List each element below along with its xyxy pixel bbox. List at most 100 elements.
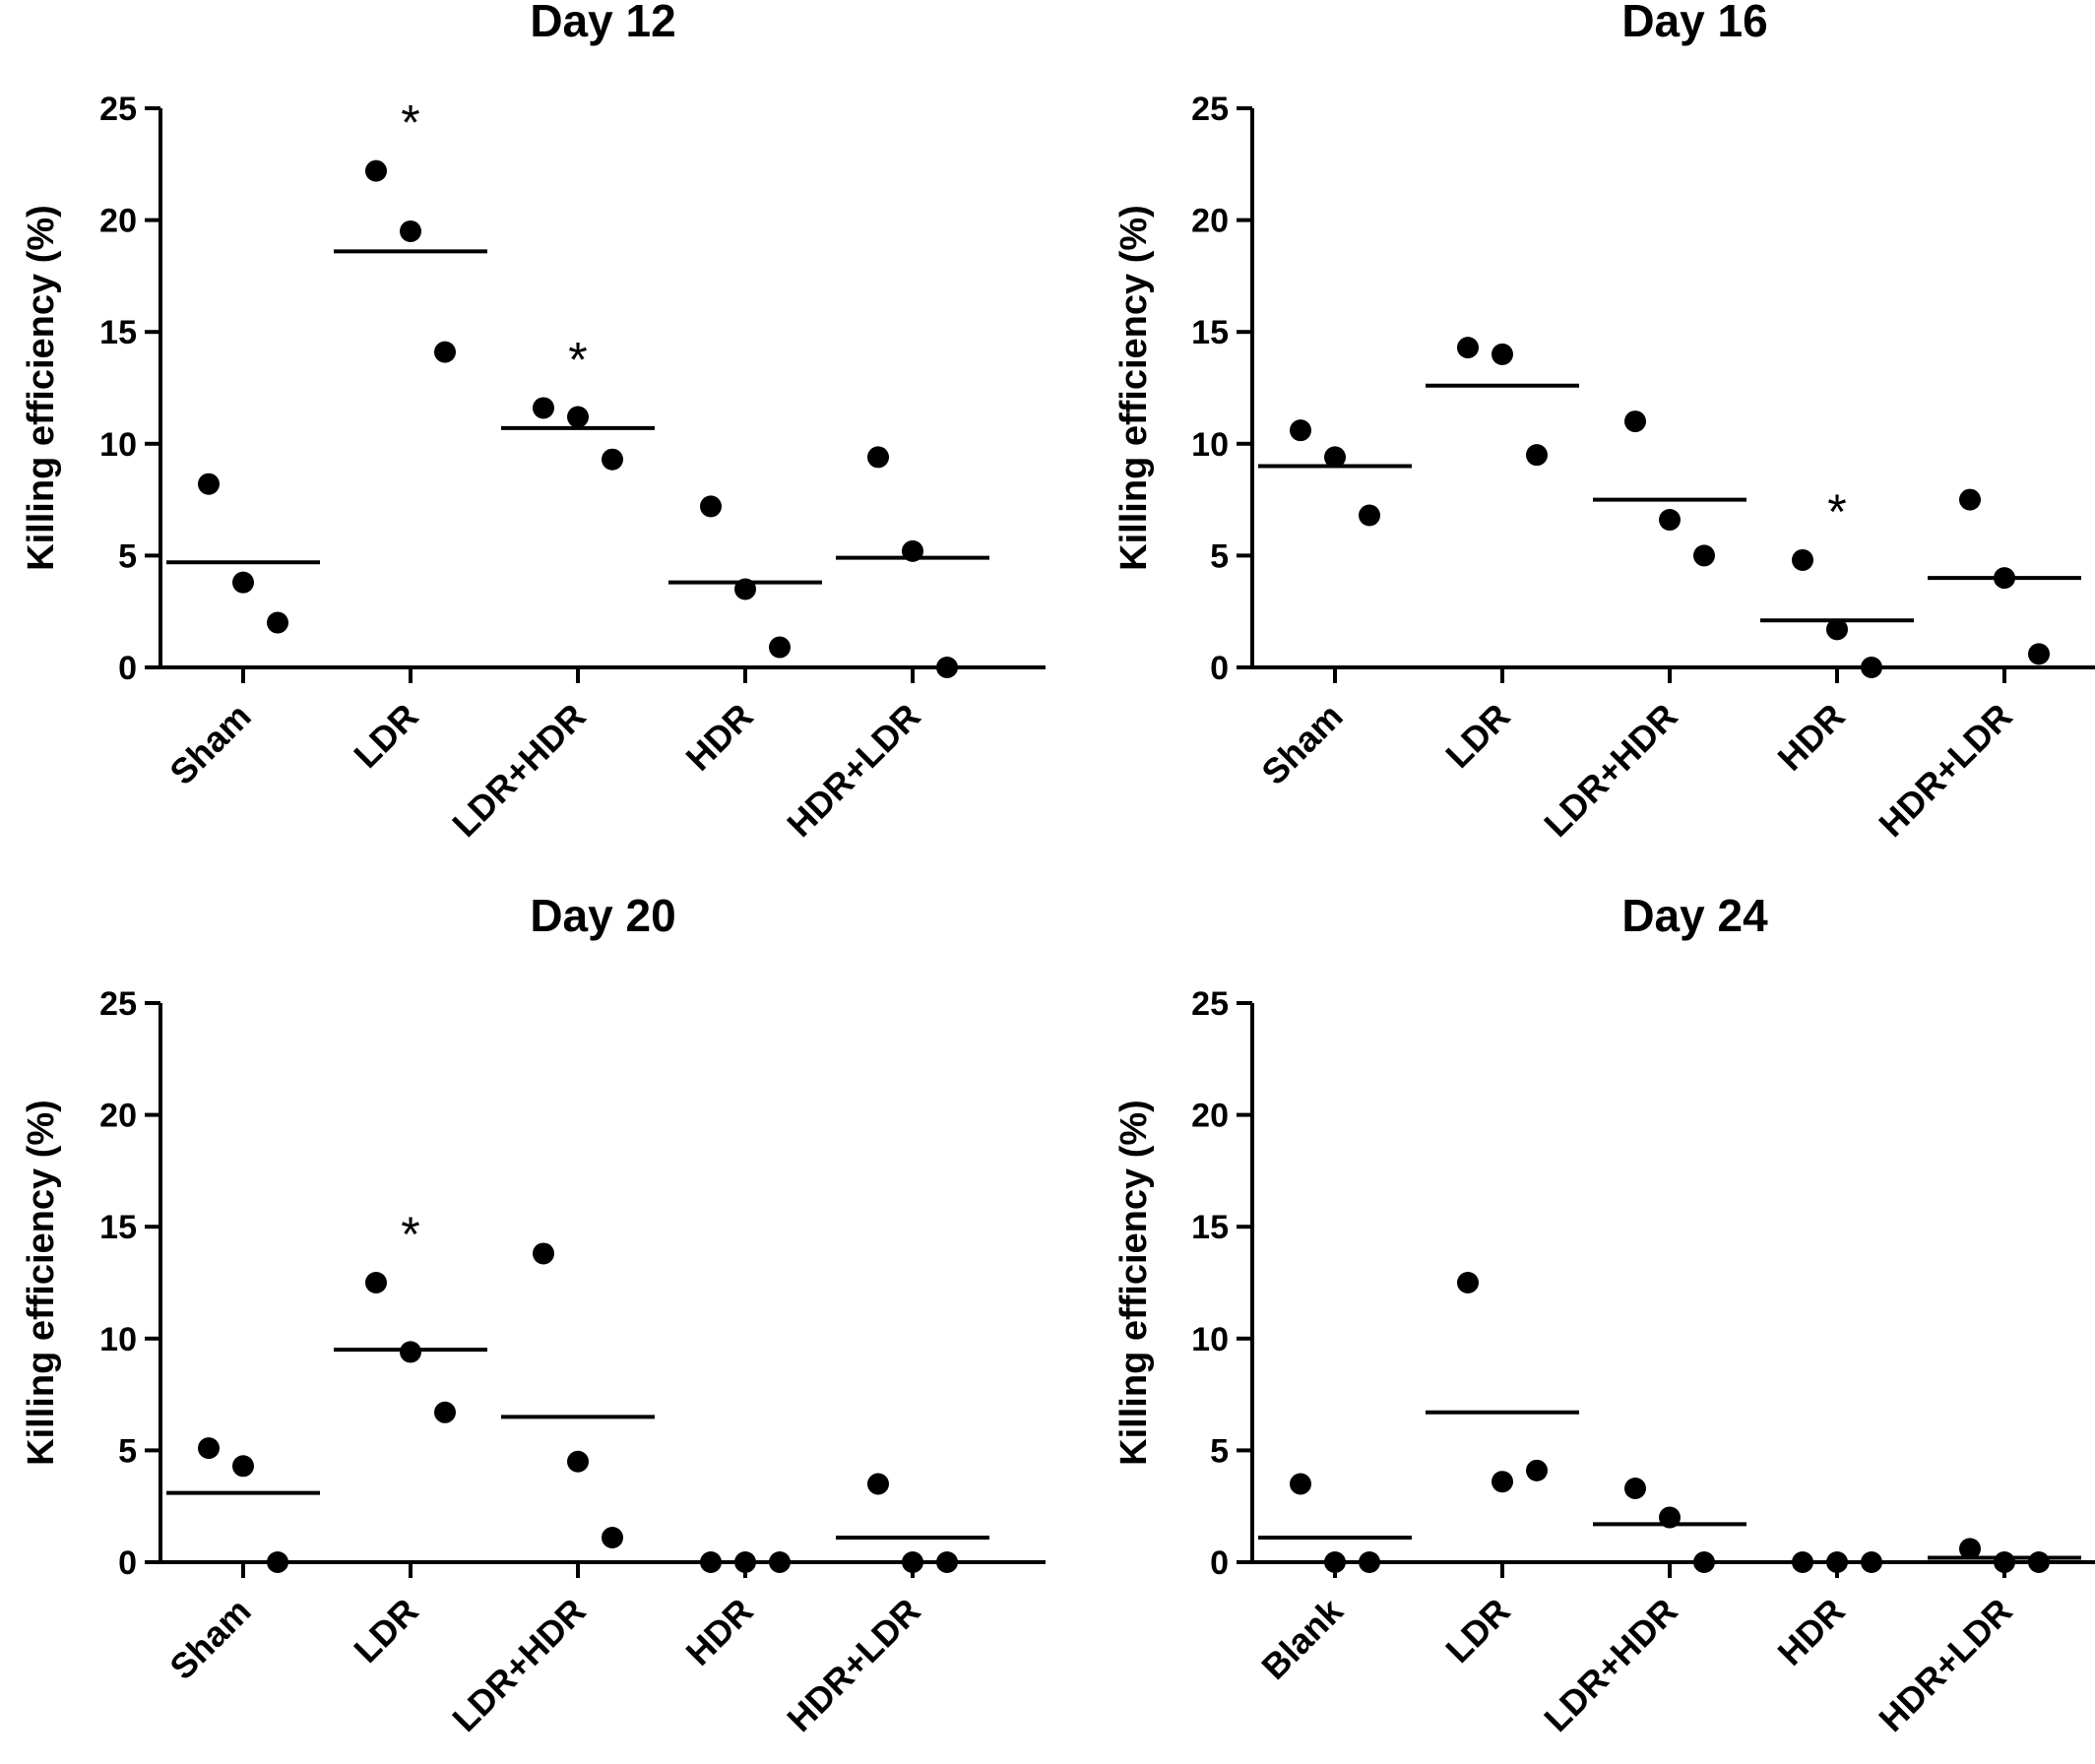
data-point bbox=[1826, 618, 1848, 641]
data-point bbox=[902, 1551, 923, 1573]
x-tick-label: HDR+LDR bbox=[1871, 696, 2019, 845]
data-point bbox=[1359, 504, 1380, 527]
data-point bbox=[1994, 1551, 2015, 1573]
x-tick-label: HDR bbox=[1770, 1591, 1853, 1673]
data-point bbox=[434, 1401, 456, 1423]
x-tick-label: HDR bbox=[678, 696, 761, 779]
x-tick-label: LDR+HDR bbox=[1536, 1591, 1684, 1739]
x-tick-label: LDR bbox=[346, 696, 425, 776]
x-tick-label: HDR+LDR bbox=[779, 696, 927, 845]
x-tick-label: HDR+LDR bbox=[1871, 1591, 2019, 1739]
y-tick-label: 5 bbox=[1210, 1432, 1229, 1470]
data-point bbox=[365, 159, 387, 182]
y-tick-label: 10 bbox=[1191, 1321, 1229, 1358]
y-axis-label: Killing efficiency (%) bbox=[1113, 205, 1155, 571]
data-point bbox=[533, 397, 554, 419]
x-tick-label: HDR+LDR bbox=[779, 1591, 927, 1739]
y-tick-label: 0 bbox=[118, 650, 137, 687]
data-point bbox=[1359, 1551, 1380, 1573]
data-point bbox=[2028, 643, 2050, 665]
y-tick-label: 5 bbox=[118, 1432, 137, 1470]
data-point bbox=[198, 1437, 220, 1460]
significance-marker: * bbox=[401, 1207, 419, 1262]
data-point bbox=[232, 1455, 254, 1478]
data-point bbox=[769, 636, 791, 659]
x-tick-label: LDR bbox=[346, 1591, 425, 1670]
data-point bbox=[1290, 1473, 1311, 1495]
chart-title: Day 20 bbox=[530, 890, 675, 941]
data-point bbox=[1526, 444, 1548, 467]
x-tick-label: LDR+HDR bbox=[444, 696, 593, 845]
y-tick-label: 10 bbox=[99, 1321, 137, 1358]
chart-panel: Day 20 Killing efficiency (%) 0 5 10 15 20 25 Sh… bbox=[21, 890, 1046, 1739]
data-point bbox=[602, 448, 623, 471]
data-point bbox=[867, 1473, 889, 1495]
y-tick-label: 15 bbox=[1191, 1209, 1229, 1246]
data-point bbox=[936, 1551, 958, 1573]
y-tick-label: 25 bbox=[1191, 985, 1229, 1023]
x-tick-label: LDR bbox=[1437, 1591, 1517, 1670]
data-point bbox=[1324, 1551, 1346, 1573]
data-point bbox=[867, 446, 889, 469]
data-point bbox=[1693, 544, 1715, 567]
y-tick-label: 15 bbox=[1191, 314, 1229, 351]
x-tick-label: LDR+HDR bbox=[1536, 696, 1684, 845]
data-point bbox=[1624, 410, 1646, 433]
x-tick-label: HDR bbox=[1770, 696, 1853, 779]
y-tick-label: 0 bbox=[1210, 1544, 1229, 1582]
chart-title: Day 24 bbox=[1621, 890, 1768, 941]
x-tick-label: HDR bbox=[678, 1591, 761, 1673]
data-point bbox=[602, 1527, 623, 1549]
y-tick-label: 5 bbox=[118, 537, 137, 575]
y-tick-label: 20 bbox=[1191, 203, 1229, 240]
x-tick-label: Sham bbox=[161, 1591, 258, 1687]
data-point bbox=[1324, 446, 1346, 469]
data-point bbox=[1492, 343, 1513, 365]
y-axis-label: Killing efficiency (%) bbox=[21, 205, 62, 571]
x-tick-label: LDR+HDR bbox=[444, 1591, 593, 1739]
data-point bbox=[2028, 1551, 2050, 1573]
y-tick-label: 20 bbox=[99, 1098, 137, 1135]
data-point bbox=[1457, 337, 1479, 359]
significance-marker: * bbox=[1827, 484, 1846, 539]
data-point bbox=[267, 1551, 288, 1573]
data-point bbox=[1792, 548, 1813, 571]
data-point bbox=[198, 472, 220, 495]
chart-panel: Day 12 Killing efficiency (%) 0 5 10 15 20 25 Sh… bbox=[21, 0, 1046, 845]
data-point bbox=[1959, 488, 1981, 511]
chart-title: Day 12 bbox=[530, 0, 675, 46]
y-tick-label: 10 bbox=[99, 426, 137, 464]
y-tick-label: 10 bbox=[1191, 426, 1229, 464]
data-point bbox=[1526, 1459, 1548, 1481]
y-axis-label: Killing efficiency (%) bbox=[1113, 1100, 1155, 1466]
data-point bbox=[1693, 1551, 1715, 1573]
y-tick-label: 15 bbox=[99, 314, 137, 351]
x-tick-label: Blank bbox=[1253, 1590, 1351, 1687]
data-point bbox=[1659, 509, 1681, 532]
y-tick-label: 25 bbox=[99, 985, 137, 1023]
y-tick-label: 5 bbox=[1210, 537, 1229, 575]
y-tick-label: 25 bbox=[99, 91, 137, 128]
significance-marker: * bbox=[568, 332, 587, 387]
y-tick-label: 25 bbox=[1191, 91, 1229, 128]
data-point bbox=[567, 1450, 589, 1473]
y-tick-label: 20 bbox=[1191, 1098, 1229, 1135]
data-point bbox=[400, 220, 421, 242]
data-point bbox=[1959, 1538, 1981, 1560]
data-point bbox=[434, 341, 456, 363]
chart-panel: Day 24 Killing efficiency (%) 0 5 10 15 20 25 Bl… bbox=[1113, 890, 2095, 1739]
data-point bbox=[1624, 1478, 1646, 1500]
chart-title: Day 16 bbox=[1621, 0, 1767, 46]
x-tick-label: Sham bbox=[161, 696, 258, 792]
data-point bbox=[936, 657, 958, 678]
data-point bbox=[700, 495, 722, 518]
y-tick-label: 0 bbox=[118, 1544, 137, 1582]
data-point bbox=[1457, 1272, 1479, 1293]
data-point bbox=[365, 1272, 387, 1293]
data-point bbox=[1492, 1471, 1513, 1493]
y-tick-label: 0 bbox=[1210, 650, 1229, 687]
y-tick-label: 20 bbox=[99, 203, 137, 240]
data-point bbox=[1290, 419, 1311, 442]
data-point bbox=[267, 611, 288, 634]
